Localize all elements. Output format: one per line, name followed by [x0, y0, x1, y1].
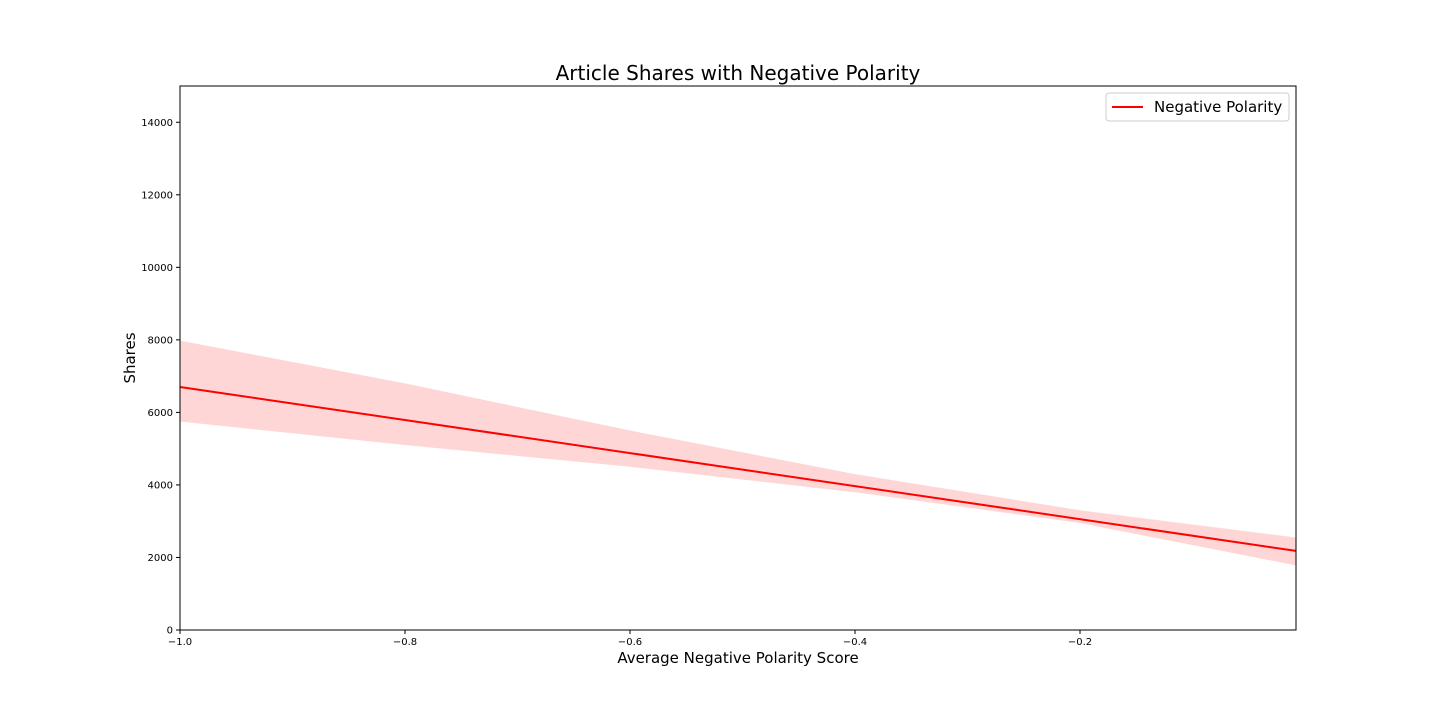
x-tick-label: −0.8	[393, 637, 417, 648]
y-tick-label: 0	[167, 626, 173, 637]
x-axis: −1.0 −0.8 −0.6 −0.4 −0.2	[168, 630, 1092, 648]
legend-box	[1105, 92, 1290, 122]
y-tick-label: 6000	[148, 408, 173, 419]
x-tick-label: −1.0	[168, 637, 192, 648]
chart-title: Article Shares with Negative Polarity	[556, 61, 921, 85]
x-tick-label: −0.4	[843, 637, 867, 648]
x-tick-label: −0.6	[618, 637, 642, 648]
axes-frame	[179, 85, 1297, 631]
legend-label: Negative Polarity	[1154, 98, 1282, 116]
y-tick-label: 8000	[148, 335, 173, 346]
y-tick-label: 4000	[148, 480, 173, 491]
y-tick-label: 14000	[141, 118, 173, 129]
y-tick-label: 12000	[141, 190, 173, 201]
y-tick-label: 10000	[141, 263, 173, 274]
legend: Negative Polarity	[1105, 92, 1290, 122]
confidence-band	[180, 340, 1296, 566]
y-axis: 0 2000 4000 6000 8000 10000 12000 14000	[141, 118, 180, 637]
x-tick-label: −0.2	[1068, 637, 1092, 648]
plot-area	[179, 340, 1297, 566]
y-tick-label: 2000	[148, 553, 173, 564]
x-axis-label: Average Negative Polarity Score	[617, 649, 858, 667]
series-line	[179, 386, 1297, 552]
y-axis-label: Shares	[121, 332, 139, 383]
